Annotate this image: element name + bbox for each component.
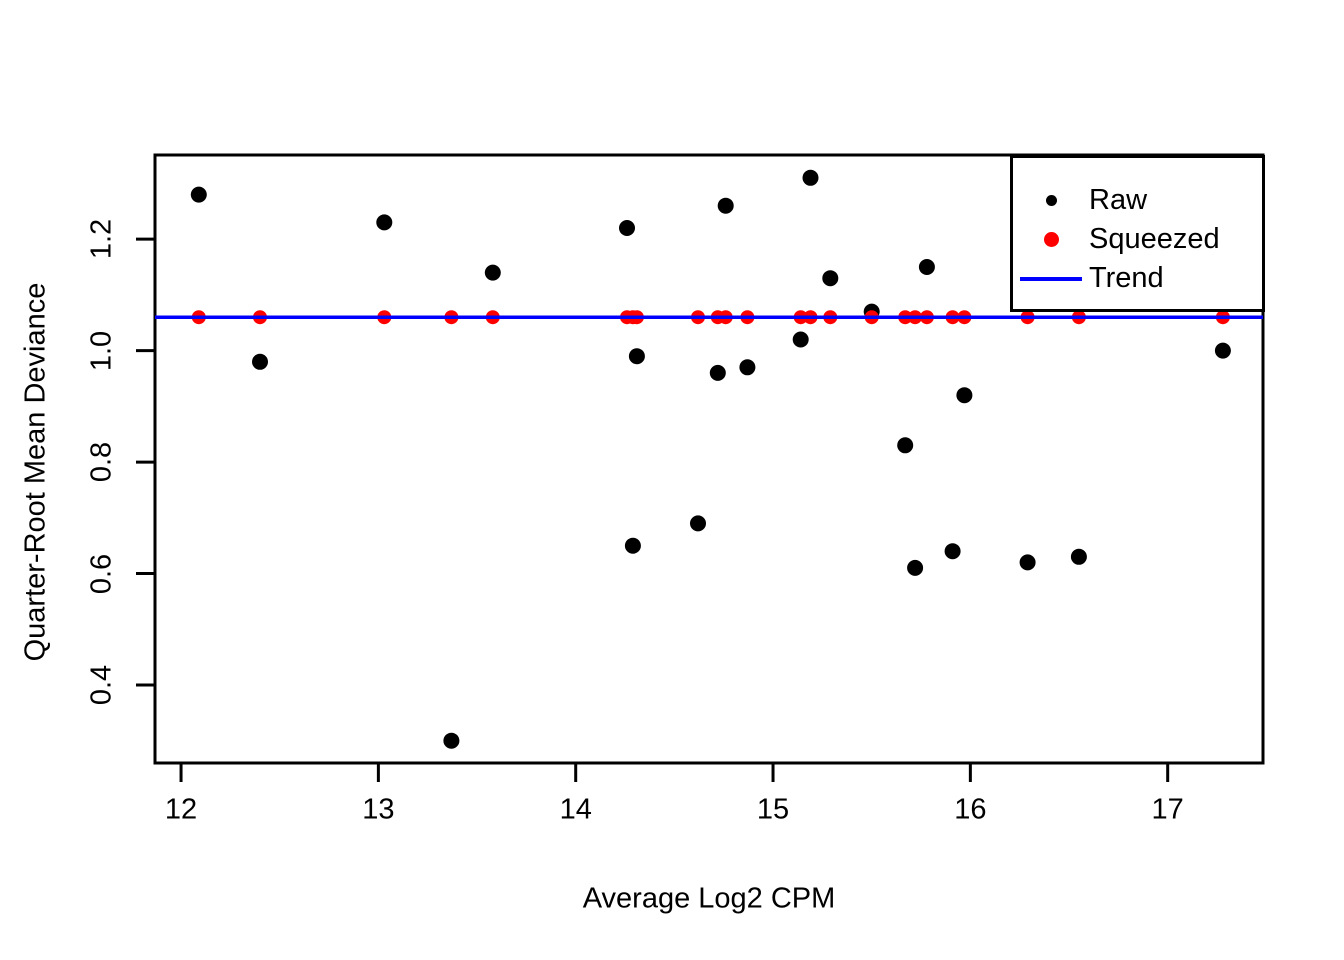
raw-point: [802, 169, 819, 186]
x-tick-label: 16: [954, 793, 987, 826]
raw-point: [918, 259, 935, 275]
raw-point: [628, 348, 645, 365]
legend-label-raw: Raw: [1089, 184, 1148, 216]
legend-item-trend: Trend: [1013, 259, 1262, 298]
raw-point: [822, 270, 839, 287]
raw-point: [1019, 554, 1036, 571]
y-tick-label: 0.8: [85, 441, 118, 483]
legend-marker-cell: [1013, 195, 1089, 206]
raw-point: [619, 220, 635, 236]
raw-point: [792, 331, 809, 348]
x-tick-label: 12: [164, 793, 198, 826]
x-tick-label: 13: [362, 793, 395, 826]
raw-point: [717, 197, 734, 214]
legend-item-raw: Raw: [1013, 181, 1262, 220]
squeezed-point-icon: [1043, 232, 1059, 247]
plot-border: [153, 153, 1265, 765]
x-tick-label: 17: [1151, 793, 1184, 826]
y-tick-label: 1.2: [85, 218, 118, 260]
legend: Raw Squeezed Trend: [1010, 155, 1265, 312]
legend-label-squeezed: Squeezed: [1089, 223, 1220, 255]
raw-point: [897, 437, 914, 454]
legend-marker-cell: [1013, 276, 1089, 281]
raw-point: [1070, 548, 1087, 565]
raw-point: [907, 559, 924, 576]
x-tick-label: 14: [559, 793, 592, 826]
raw-point: [709, 364, 726, 381]
raw-point: [252, 353, 268, 370]
raw-point: [190, 186, 207, 203]
y-axis-title: Quarter-Root Mean Deviance: [19, 282, 52, 662]
x-tick-label: 15: [756, 793, 790, 826]
legend-label-trend: Trend: [1089, 262, 1164, 294]
legend-marker-cell: [1013, 232, 1089, 247]
y-tick-label: 1.0: [85, 330, 118, 371]
raw-point: [944, 543, 961, 560]
y-tick-label: 0.4: [85, 664, 118, 706]
x-axis-title: Average Log2 CPM: [582, 882, 836, 915]
raw-point: [739, 359, 756, 376]
raw-point: [624, 537, 641, 554]
raw-point: [1214, 342, 1231, 359]
legend-item-squeezed: Squeezed: [1013, 220, 1262, 259]
raw-point: [376, 214, 393, 231]
raw-point: [956, 387, 973, 404]
raw-point-icon: [1045, 195, 1057, 206]
raw-point: [443, 732, 460, 749]
y-tick-label: 0.6: [85, 553, 118, 594]
raw-point: [690, 515, 706, 532]
trend-line-icon: [1020, 276, 1082, 281]
raw-point: [484, 264, 501, 281]
